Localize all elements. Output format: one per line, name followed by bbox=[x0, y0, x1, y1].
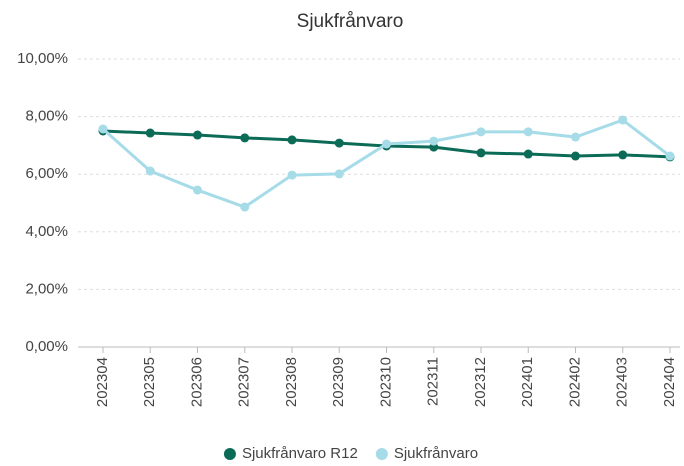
point bbox=[523, 149, 533, 159]
chart-title: Sjukfrånvaro bbox=[297, 11, 404, 32]
y-tick-label: 8,00% bbox=[25, 108, 68, 125]
point bbox=[382, 139, 391, 149]
x-tick-label: 202305 bbox=[141, 357, 158, 407]
point bbox=[571, 132, 580, 142]
legend-marker bbox=[375, 448, 388, 460]
legend-marker bbox=[223, 448, 236, 460]
x-tick-label: 202308 bbox=[283, 357, 300, 407]
x-tick-label: 202309 bbox=[330, 357, 347, 407]
point bbox=[145, 128, 155, 138]
x-tick-label: 202311 bbox=[425, 357, 442, 406]
point bbox=[287, 170, 297, 180]
point bbox=[145, 166, 155, 176]
point bbox=[334, 169, 344, 179]
x-tick-label: 202404 bbox=[661, 357, 678, 407]
point bbox=[334, 138, 344, 148]
point bbox=[476, 127, 486, 137]
point bbox=[193, 130, 202, 140]
y-tick-label: 4,00% bbox=[25, 223, 68, 240]
y-tick-label: 6,00% bbox=[25, 165, 68, 182]
point bbox=[618, 115, 628, 125]
x-tick-label: 202402 bbox=[566, 357, 583, 407]
x-tick-label: 202310 bbox=[377, 357, 394, 407]
x-tick-label: 202306 bbox=[188, 357, 205, 407]
x-tick-label: 202304 bbox=[94, 357, 111, 407]
point bbox=[240, 133, 250, 143]
x-tick-label: 202401 bbox=[519, 357, 536, 407]
y-tick-label: 10,00% bbox=[17, 50, 68, 67]
point bbox=[98, 124, 108, 134]
point bbox=[571, 151, 580, 161]
x-tick-label: 202312 bbox=[472, 357, 489, 407]
point bbox=[476, 148, 486, 158]
x-tick-label: 202307 bbox=[236, 357, 253, 407]
point bbox=[429, 136, 439, 146]
point bbox=[618, 150, 628, 160]
legend-label: Sjukfrånvaro R12 bbox=[242, 445, 358, 461]
point bbox=[523, 127, 533, 137]
x-tick-label: 202403 bbox=[614, 357, 631, 407]
point bbox=[287, 135, 297, 145]
y-tick-label: 0,00% bbox=[25, 338, 68, 355]
y-tick-label: 2,00% bbox=[25, 280, 68, 297]
point bbox=[665, 151, 675, 161]
point bbox=[240, 202, 250, 212]
series-line bbox=[102, 118, 671, 209]
legend-label: Sjukfrånvaro bbox=[394, 445, 478, 461]
point bbox=[193, 185, 202, 195]
